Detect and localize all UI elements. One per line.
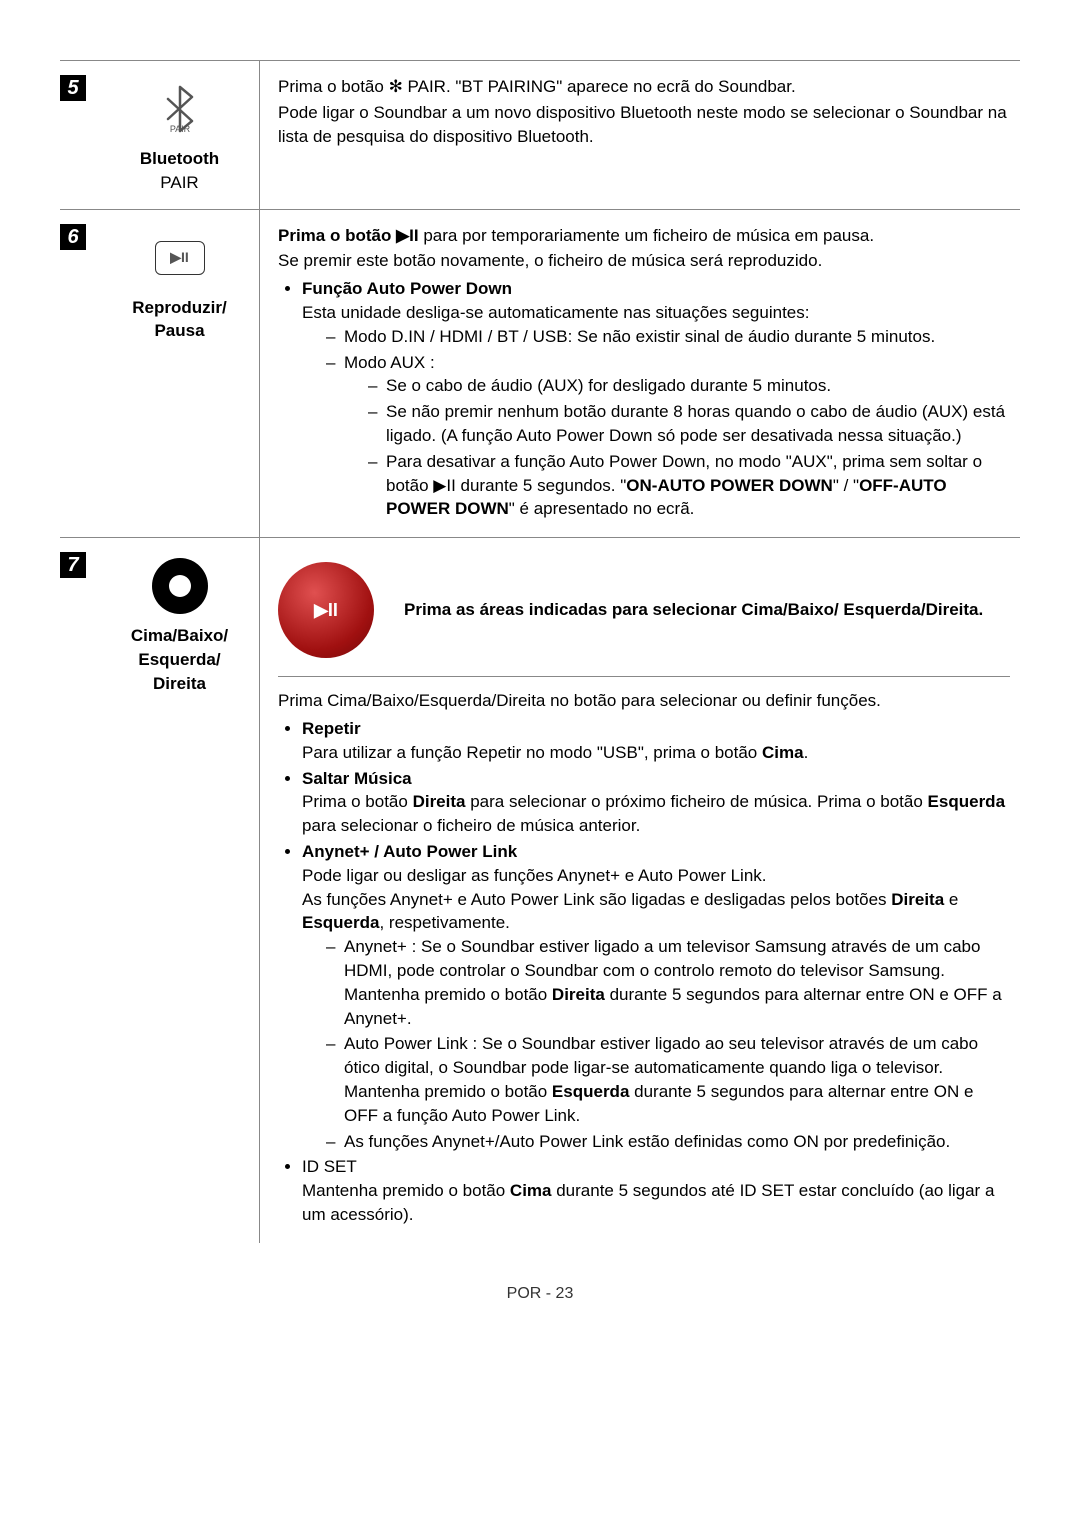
r6-sub-dash-list: Se o cabo de áudio (AUX) for desligado d…	[368, 374, 1010, 521]
description-cell: Prima o botão ✻ PAIR. "BT PAIRING" apare…	[260, 61, 1020, 209]
step-number-cell: 5	[60, 61, 100, 209]
r7-inner-box: ▶II Prima as áreas indicadas para seleci…	[278, 552, 1010, 677]
dash-item: Anynet+ : Se o Soundbar estiver ligado a…	[326, 935, 1010, 1030]
r6-bullets: Função Auto Power Down Esta unidade desl…	[302, 277, 1010, 521]
bluetooth-glyph-icon: ✻	[389, 77, 403, 96]
dash-item: Se não premir nenhum botão durante 8 hor…	[368, 400, 1010, 448]
pausa-label: Pausa	[110, 319, 249, 343]
icon-label-cell: PAIR Bluetooth PAIR	[100, 61, 260, 209]
playpause-inline-icon: ▶II	[396, 226, 419, 245]
icon-label-cell: Cima/Baixo/ Esquerda/ Direita	[100, 538, 260, 1243]
pair-label: PAIR	[110, 171, 249, 195]
row-5: 5 PAIR Bluetooth PAIR Prima o botão ✻ PA…	[60, 60, 1020, 209]
reproduzir-label: Reproduzir/	[110, 296, 249, 320]
icon-label-cell: ▶II Reproduzir/ Pausa	[100, 210, 260, 538]
esquerda-label: Esquerda/	[110, 648, 249, 672]
bullet-repetir: Repetir Para utilizar a função Repetir n…	[302, 717, 1010, 765]
bluetooth-pair-icon: PAIR	[110, 81, 249, 137]
cima-baixo-label: Cima/Baixo/	[110, 624, 249, 648]
step-number-cell: 7	[60, 538, 100, 1243]
dash-item: As funções Anynet+/Auto Power Link estão…	[326, 1130, 1010, 1154]
row-7: 7 Cima/Baixo/ Esquerda/ Direita ▶II Prim…	[60, 537, 1020, 1243]
dpad-icon	[110, 558, 249, 614]
playpause-center-icon: ▶II	[314, 598, 338, 623]
r5-line1: Prima o botão ✻ PAIR. "BT PAIRING" apare…	[278, 75, 1010, 99]
r7-red-heading: Prima as áreas indicadas para selecionar…	[404, 598, 1010, 622]
r6-dash-list: Modo D.IN / HDMI / BT / USB: Se não exis…	[326, 325, 1010, 521]
description-cell: Prima o botão ▶II para por temporariamen…	[260, 210, 1020, 538]
dash-item: Se o cabo de áudio (AUX) for desligado d…	[368, 374, 1010, 398]
playpause-glyph: ▶II	[170, 248, 189, 268]
direita-label: Direita	[110, 672, 249, 696]
bullet-saltar-musica: Saltar Música Prima o botão Direita para…	[302, 767, 1010, 838]
dash-item: Para desativar a função Auto Power Down,…	[368, 450, 1010, 521]
dash-item: Auto Power Link : Se o Soundbar estiver …	[326, 1032, 1010, 1127]
r5-line2: Pode ligar o Soundbar a um novo disposit…	[278, 101, 1010, 149]
page-number: POR - 23	[60, 1283, 1020, 1305]
bullet-idset: ID SET Mantenha premido o botão Cima dur…	[302, 1155, 1010, 1226]
bullet-anynet: Anynet+ / Auto Power Link Pode ligar ou …	[302, 840, 1010, 1153]
row-6: 6 ▶II Reproduzir/ Pausa Prima o botão ▶I…	[60, 209, 1020, 538]
playpause-inline-icon: ▶II	[433, 476, 456, 495]
description-cell: ▶II Prima as áreas indicadas para seleci…	[260, 538, 1020, 1243]
r7-anynet-dash-list: Anynet+ : Se o Soundbar estiver ligado a…	[326, 935, 1010, 1153]
step-number: 5	[60, 75, 86, 101]
r7-bullets: Repetir Para utilizar a função Repetir n…	[302, 717, 1010, 1227]
bluetooth-label: Bluetooth	[110, 147, 249, 171]
pair-text: PAIR	[169, 124, 190, 133]
r6-line2: Se premir este botão novamente, o fichei…	[278, 249, 1010, 273]
play-pause-icon: ▶II	[110, 230, 249, 286]
step-number: 6	[60, 224, 86, 250]
r6-intro: Prima o botão ▶II para por temporariamen…	[278, 224, 1010, 248]
step-number-cell: 6	[60, 210, 100, 538]
dash-item: Modo D.IN / HDMI / BT / USB: Se não exis…	[326, 325, 1010, 349]
dash-item: Modo AUX : Se o cabo de áudio (AUX) for …	[326, 351, 1010, 522]
r7-line1: Prima Cima/Baixo/Esquerda/Direita no bot…	[278, 689, 1010, 713]
red-dpad-icon: ▶II	[278, 562, 374, 658]
bullet-auto-power-down: Função Auto Power Down Esta unidade desl…	[302, 277, 1010, 521]
step-number: 7	[60, 552, 86, 578]
